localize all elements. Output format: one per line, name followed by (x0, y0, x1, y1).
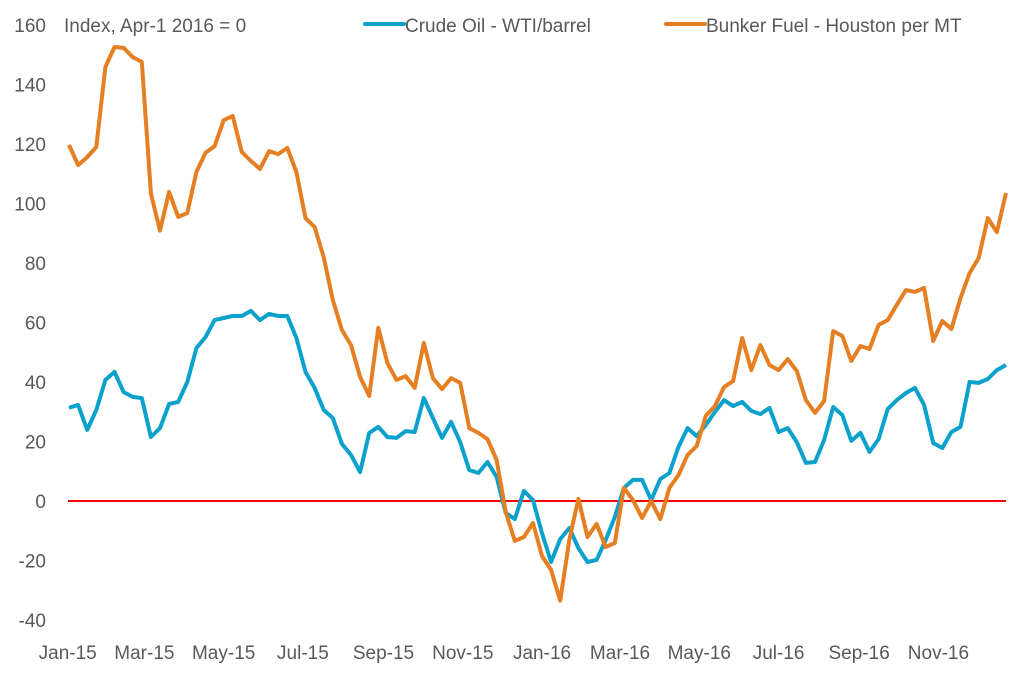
legend-label-crude-oil: Crude Oil - WTI/barrel (405, 16, 591, 37)
series-layer (67, 45, 1008, 603)
series-bunker-fuel (67, 45, 1008, 603)
legend: Crude Oil - WTI/barrel Bunker Fuel - Hou… (363, 16, 962, 37)
x-tick-label: Jan-16 (513, 643, 571, 664)
y-tick-label: -20 (19, 552, 46, 573)
y-axis: 160 140 120 100 80 60 40 20 0 -20 -40 (14, 16, 46, 632)
x-tick-label: Jan-15 (39, 643, 97, 664)
x-tick-label: Mar-15 (114, 643, 174, 664)
y-tick-label: 160 (14, 16, 46, 37)
x-tick-label: Jul-15 (277, 643, 329, 664)
series-crude-oil (68, 308, 1007, 564)
y-tick-label: 40 (25, 373, 46, 394)
x-tick-label: May-16 (668, 643, 731, 664)
legend-label-bunker-fuel: Bunker Fuel - Houston per MT (706, 16, 962, 37)
x-tick-label: Mar-16 (590, 643, 650, 664)
x-tick-label: Nov-16 (908, 643, 969, 664)
x-tick-label: Sep-15 (353, 643, 414, 664)
y-tick-label: 20 (25, 433, 46, 454)
x-tick-label: May-15 (192, 643, 255, 664)
y-tick-label: 120 (14, 135, 46, 156)
series-line (68, 308, 1007, 564)
x-tick-label: Sep-16 (829, 643, 890, 664)
y-tick-label: 80 (25, 254, 46, 275)
y-tick-label: 0 (35, 492, 46, 513)
x-tick-label: Nov-15 (432, 643, 493, 664)
x-tick-label: Jul-16 (753, 643, 805, 664)
y-tick-label: 100 (14, 195, 46, 216)
y-tick-label: 140 (14, 76, 46, 97)
y-tick-label: -40 (19, 611, 46, 632)
x-axis: Jan-15 Mar-15 May-15 Jul-15 Sep-15 Nov-15 Jan-… (39, 643, 969, 664)
series-line (67, 45, 1008, 603)
y-tick-label: 60 (25, 314, 46, 335)
index-annotation: Index, Apr-1 2016 = 0 (64, 16, 246, 37)
